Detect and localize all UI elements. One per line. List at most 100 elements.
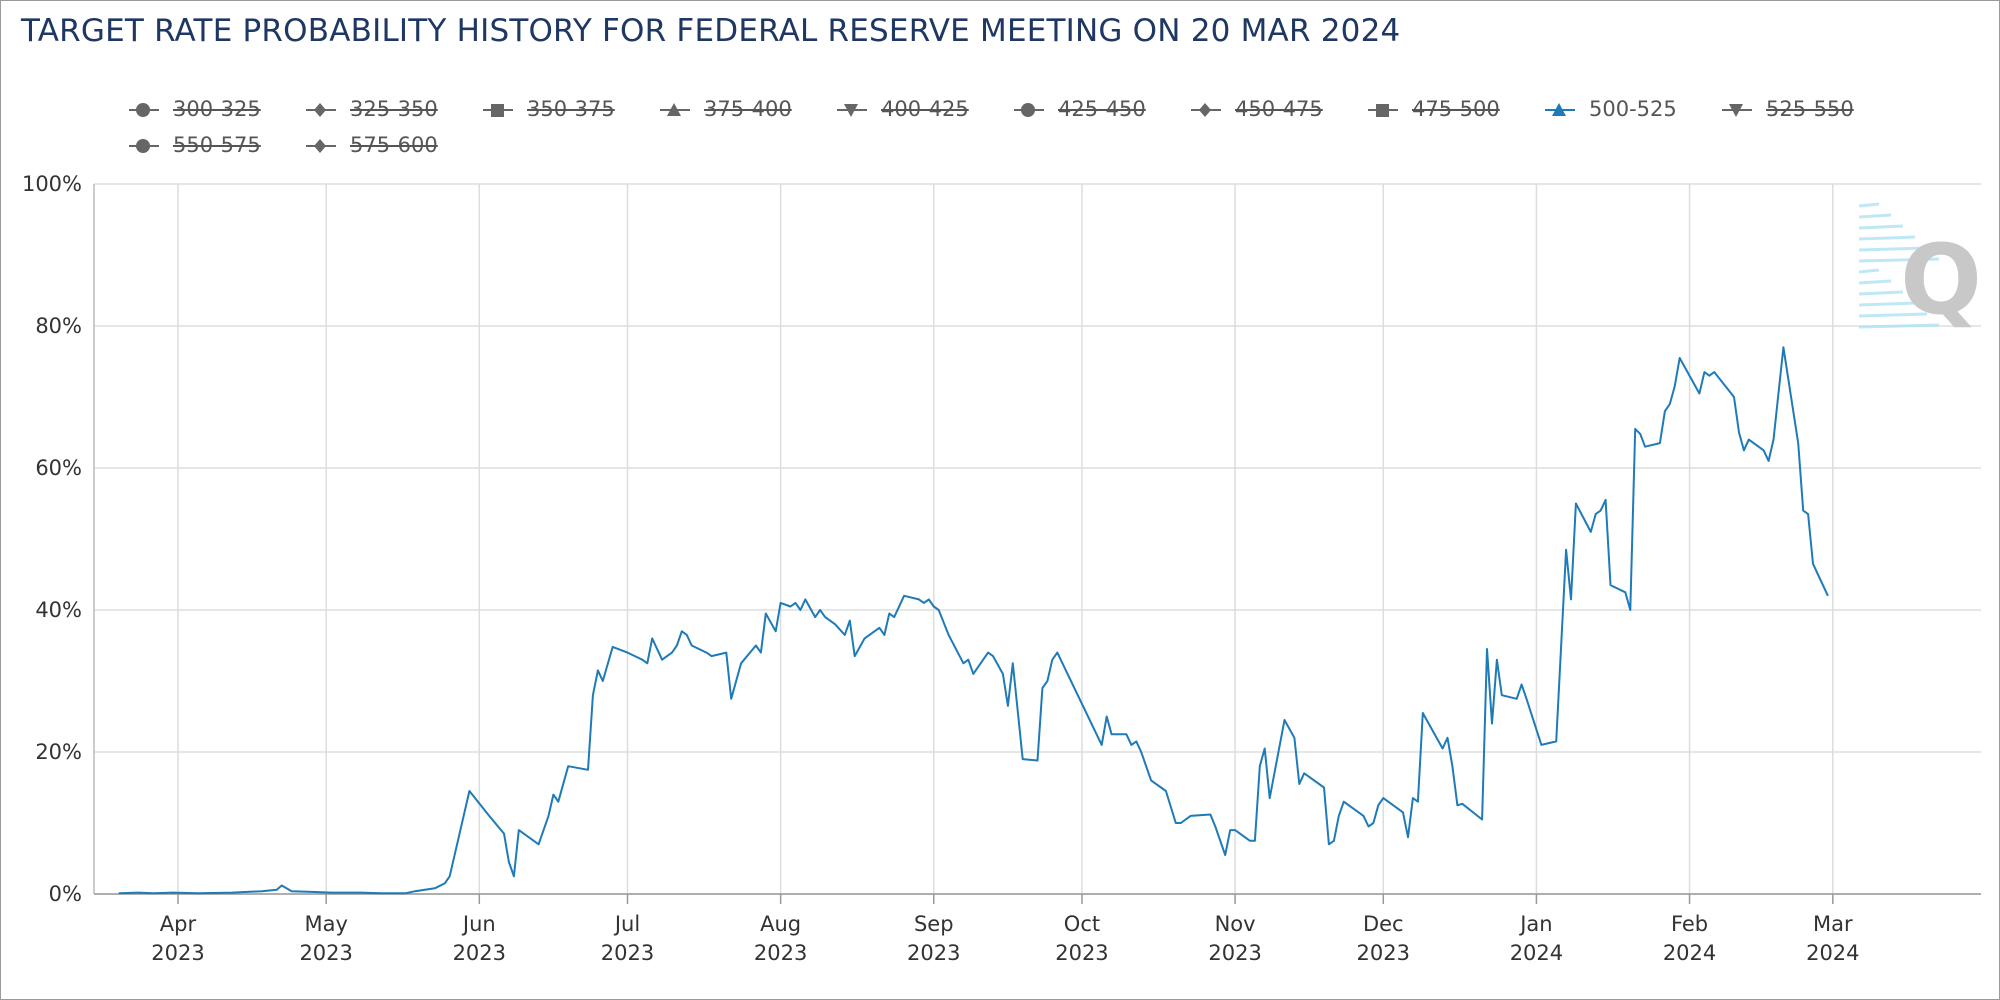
data-point xyxy=(966,658,970,662)
data-point xyxy=(1490,721,1494,725)
x-tick-label-month: Apr xyxy=(160,912,197,936)
data-point xyxy=(961,661,965,665)
data-point xyxy=(1421,711,1425,715)
x-tick-label-year: 2024 xyxy=(1510,941,1563,965)
legend-label: 375-400 xyxy=(704,97,792,121)
data-point xyxy=(1045,679,1049,683)
series-layer xyxy=(118,346,1829,895)
watermark-stripe xyxy=(1858,235,1916,241)
data-point xyxy=(660,658,664,662)
data-point xyxy=(433,886,437,890)
legend-label: 300-325 xyxy=(173,97,261,121)
data-point xyxy=(1129,743,1133,747)
data-point xyxy=(754,643,758,647)
x-tick-label-year: 2023 xyxy=(453,941,506,965)
data-point xyxy=(1519,682,1523,686)
data-point xyxy=(1589,530,1593,534)
data-point xyxy=(1608,583,1612,587)
x-tick-label-year: 2023 xyxy=(1357,941,1410,965)
data-point xyxy=(1663,409,1667,413)
data-point xyxy=(275,888,279,892)
data-point xyxy=(329,890,333,894)
data-point xyxy=(917,597,921,601)
data-point xyxy=(230,890,234,894)
data-point xyxy=(1223,853,1227,857)
x-tick-label-year: 2023 xyxy=(1208,941,1261,965)
data-point xyxy=(1771,437,1775,441)
data-point xyxy=(680,629,684,633)
data-point xyxy=(1149,778,1153,782)
legend-label: 350-375 xyxy=(527,97,615,121)
x-tick-label-year: 2023 xyxy=(754,941,807,965)
data-point xyxy=(1021,757,1025,761)
data-point xyxy=(1139,750,1143,754)
data-point xyxy=(877,626,881,630)
watermark-stripe xyxy=(1858,224,1904,230)
x-tick-label-month: Jan xyxy=(1518,912,1552,936)
x-tick-label-month: Dec xyxy=(1363,912,1404,936)
data-point xyxy=(1598,508,1602,512)
data-point xyxy=(413,889,417,893)
data-point xyxy=(1668,402,1672,406)
data-point xyxy=(803,597,807,601)
data-point xyxy=(729,697,733,701)
data-point xyxy=(1292,736,1296,740)
data-point xyxy=(778,601,782,605)
data-point xyxy=(882,633,886,637)
watermark-q-icon: Q xyxy=(1900,224,1982,336)
data-point xyxy=(1554,739,1558,743)
data-point xyxy=(1737,430,1741,434)
data-point xyxy=(813,615,817,619)
data-point xyxy=(151,891,155,895)
x-tick-label-month: Nov xyxy=(1215,912,1256,936)
data-point xyxy=(759,650,763,654)
x-tick-label-month: Oct xyxy=(1064,912,1100,936)
x-tick-label-month: Sep xyxy=(914,912,954,936)
data-point xyxy=(1006,704,1010,708)
legend-label: 525-550 xyxy=(1766,97,1854,121)
data-point xyxy=(1761,448,1765,452)
data-point xyxy=(986,650,990,654)
data-point xyxy=(675,643,679,647)
data-point xyxy=(1411,796,1415,800)
data-point xyxy=(833,622,837,626)
data-point xyxy=(1574,501,1578,505)
data-point xyxy=(467,789,471,793)
x-tick-label-month: May xyxy=(304,912,347,936)
data-point xyxy=(1337,814,1341,818)
data-point xyxy=(1796,441,1800,445)
x-tick-label-year: 2023 xyxy=(1055,941,1108,965)
data-point xyxy=(1455,803,1459,807)
data-point xyxy=(1450,764,1454,768)
data-point xyxy=(704,650,708,654)
data-point xyxy=(1702,370,1706,374)
data-point xyxy=(690,643,694,647)
data-point xyxy=(1416,800,1420,804)
data-point xyxy=(591,693,595,697)
data-point xyxy=(1376,803,1380,807)
data-point xyxy=(1603,498,1607,502)
data-point xyxy=(1500,693,1504,697)
data-point xyxy=(1569,597,1573,601)
data-point xyxy=(1495,658,1499,662)
data-point xyxy=(611,645,615,649)
axes: 0% 20% 40% 60% 80% 100% Apr 2023 May 2023 Jun 2023 J… xyxy=(22,172,1981,965)
data-point xyxy=(991,654,995,658)
data-point xyxy=(887,611,891,615)
watermark-stripe xyxy=(1858,213,1892,219)
gridlines xyxy=(94,183,1981,895)
data-point xyxy=(853,654,857,658)
data-point xyxy=(1213,824,1217,828)
data-point xyxy=(1658,441,1662,445)
data-point xyxy=(798,608,802,612)
watermark-stripe xyxy=(1858,246,1928,252)
data-point xyxy=(1263,746,1267,750)
data-point xyxy=(1228,828,1232,832)
data-point xyxy=(739,661,743,665)
legend-label: 325-350 xyxy=(350,97,438,121)
x-tick-label-year: 2023 xyxy=(601,941,654,965)
x-tick-label-month: Feb xyxy=(1671,912,1708,936)
watermark-stripe xyxy=(1858,301,1916,307)
data-point xyxy=(1179,821,1183,825)
